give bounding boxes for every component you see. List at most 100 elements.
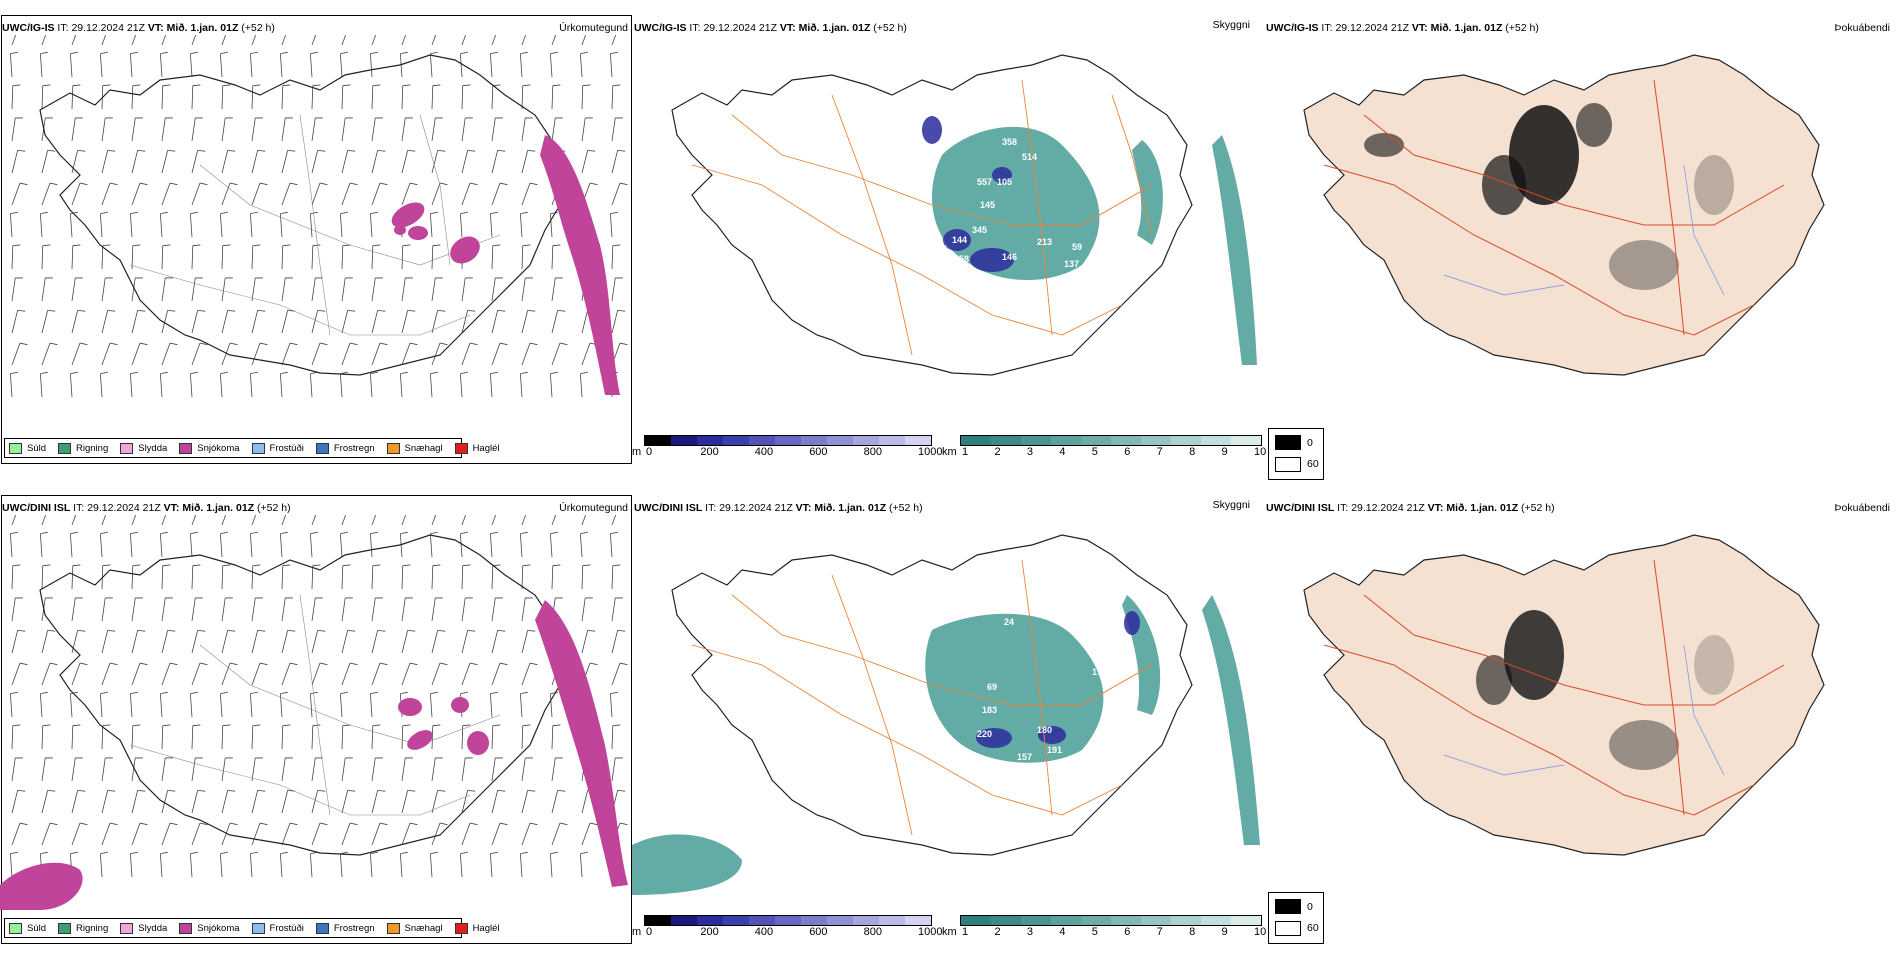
color-step (1171, 436, 1201, 445)
color-step (879, 436, 905, 445)
wind-barb (371, 342, 388, 366)
model-name: UWC/IG-IS (2, 22, 55, 34)
ceiling-value-label: 180 (1037, 725, 1052, 735)
wind-barb (129, 371, 138, 398)
wind-barb (611, 515, 628, 526)
wind-barb (401, 182, 418, 206)
wind-barb (281, 244, 291, 270)
color-step (1231, 916, 1261, 925)
wind-barb (9, 531, 18, 558)
wind-barb (191, 342, 208, 366)
wind-barb (99, 51, 108, 78)
wind-barb (489, 691, 498, 718)
wind-barb (309, 211, 318, 238)
wind-barb (131, 662, 148, 686)
wind-barb (191, 629, 206, 654)
wind-barb (281, 342, 298, 366)
wind-barb (491, 117, 503, 142)
legend-label: Frostregn (333, 922, 375, 934)
ceiling-colorbar: m 0 200 400 600 800 1000 (632, 435, 942, 467)
wind-barb (581, 629, 596, 654)
panel-title: Skyggni (1212, 499, 1250, 511)
legend-swatch (120, 922, 134, 934)
wind-barb (161, 662, 178, 686)
color-step (991, 436, 1021, 445)
colorbar-tick: 1000 (918, 926, 943, 938)
road-network (691, 559, 1153, 836)
colorbar-tick: 2 (994, 926, 1001, 938)
vt-value: Mið. 1.jan. 01Z (166, 22, 239, 34)
color-step (1111, 916, 1141, 925)
wind-barb (609, 691, 618, 718)
wind-barb (519, 51, 528, 78)
colorbar-tick: 6 (1124, 926, 1131, 938)
wind-barb (489, 851, 498, 878)
wind-barb (191, 597, 203, 622)
wind-barb (399, 531, 408, 558)
color-step (723, 436, 749, 445)
fog-map (1303, 54, 1825, 376)
legend-item: Haglél (454, 922, 500, 934)
wind-barb (161, 117, 173, 142)
iceland-outline (39, 534, 561, 856)
wind-barb (191, 309, 206, 334)
wind-barb (521, 309, 536, 334)
wind-barb (339, 851, 348, 878)
wind-barb (249, 371, 258, 398)
wind-barb (519, 691, 528, 718)
legend-swatch (179, 922, 193, 934)
wind-barb (311, 117, 323, 142)
colorbar-tick: 7 (1156, 446, 1163, 458)
wind-barb (611, 597, 623, 622)
wind-barb (491, 662, 508, 686)
wind-barb (431, 515, 448, 526)
ceiling-value-label: 144 (952, 235, 967, 245)
wind-barb (221, 515, 238, 526)
wind-barb (429, 851, 438, 878)
wind-barb (551, 117, 563, 142)
visibility-color-strip (960, 915, 1262, 926)
wind-barb (431, 244, 441, 270)
wind-barb (99, 531, 108, 558)
wind-barb (549, 211, 558, 238)
wind-barb (341, 84, 351, 110)
legend-label: Slydda (138, 442, 168, 454)
wind-barb (221, 597, 233, 622)
color-step (775, 916, 801, 925)
wind-barb (161, 564, 171, 590)
legend-item: Frostregn (315, 442, 375, 454)
wind-barb (371, 244, 381, 270)
wind-barb (131, 342, 148, 366)
color-step (645, 436, 671, 445)
ceiling-unit: m (632, 446, 642, 458)
wind-barb (279, 51, 288, 78)
wind-barb (521, 662, 538, 686)
colorbar-tick: 4 (1059, 926, 1066, 938)
wind-barb (369, 211, 378, 238)
snowfall-areas (391, 135, 620, 395)
wind-barb (161, 182, 178, 206)
precip-type-legend: Súld Rigning Slydda Snjókoma Frostúði Frostre… (4, 918, 500, 938)
legend-label: Frostregn (333, 442, 375, 454)
wind-barb (431, 182, 448, 206)
wind-barb (281, 629, 296, 654)
wind-barb (221, 724, 231, 750)
wind-barb (161, 84, 171, 110)
ceiling-value-label: 59 (1072, 242, 1082, 252)
wind-barb (191, 244, 201, 270)
color-step (801, 436, 827, 445)
legend-item: Frostúði (251, 442, 304, 454)
ceiling-value-label: 213 (1037, 237, 1052, 247)
wind-barb (161, 597, 173, 622)
wind-barb (461, 35, 478, 46)
wind-barb (251, 757, 263, 782)
wind-barb (11, 629, 26, 654)
wind-barb (489, 371, 498, 398)
wind-barb (461, 117, 473, 142)
wind-barb (431, 757, 443, 782)
wind-barb (189, 691, 198, 718)
wind-barb (101, 724, 111, 750)
ceiling-value-label: 191 (1047, 745, 1062, 755)
wind-barb (39, 51, 48, 78)
ceiling-value-label: 27 (894, 722, 904, 732)
